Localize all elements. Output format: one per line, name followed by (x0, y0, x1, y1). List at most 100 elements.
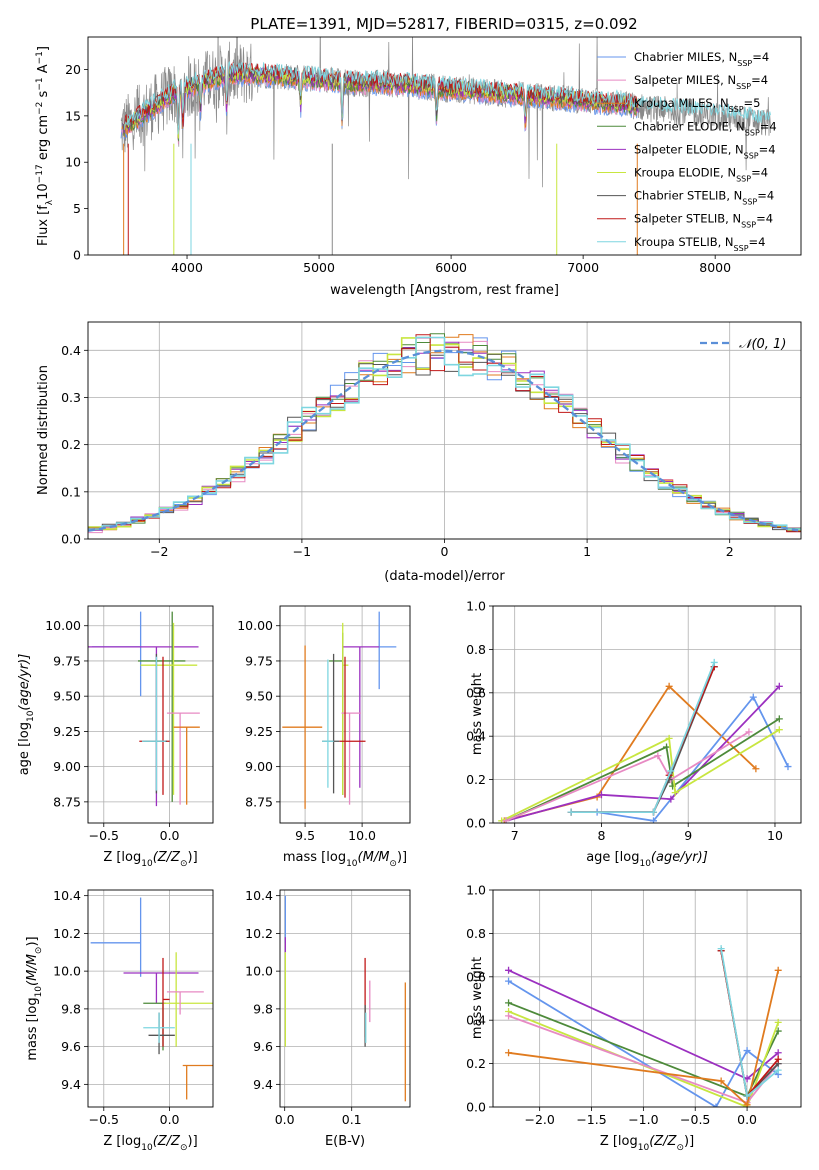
legend-sub: SSP (729, 105, 744, 114)
x-axis-label: wavelength [Angstrom, rest frame] (330, 283, 559, 298)
y-axis-label: mass weight (470, 673, 485, 755)
x-axis-label-part: 10 (639, 859, 651, 869)
weight-point-marker (775, 726, 783, 734)
legend-sub: SSP (742, 197, 757, 206)
x-axis-label: Z [log10(Z/Z⊙)] (103, 850, 197, 869)
x-axis-label-part: (M/M (358, 850, 390, 865)
y-tick-label: 9.6 (253, 1039, 273, 1054)
axes-frame (279, 889, 411, 1108)
x-tick-label: 8000 (699, 260, 731, 275)
legend-entry: Salpeter ELODIE, NSSP=4 (634, 142, 776, 160)
y-axis-label-part: −1 (35, 77, 45, 90)
x-tick-label: 0.0 (275, 1112, 295, 1127)
x-tick-label: 0 (441, 544, 449, 559)
y-tick-label: 0.0 (466, 1100, 486, 1115)
weight-point-marker (667, 795, 675, 803)
x-axis-label-part: ⊙ (676, 1143, 684, 1153)
y-axis-label-part: erg cm (36, 115, 51, 164)
weight-series-line (571, 662, 716, 813)
legend-tail: =4 (756, 212, 773, 226)
x-axis-label-part: ⊙ (180, 1143, 188, 1153)
axes-mass-vs-Z: −0.5 0.09.49.69.810.010.210.4Z [log10(Z/Z… (25, 888, 214, 1153)
y-tick-label: 10.4 (53, 888, 81, 903)
plot-area-weight-vs-Z (505, 945, 782, 1107)
weight-series-line (508, 1010, 780, 1107)
x-tick-label: −1.5 (576, 1112, 606, 1127)
x-axis-label-part: (Z/Z (153, 850, 181, 865)
axes-residuals: −2 −1 0 1 2 0.0 0.1 0.2 0.3 0.4 (data-model)/error… (36, 321, 802, 584)
x-axis-label-part: )] (188, 850, 198, 865)
model-spectrum-line (123, 61, 639, 129)
y-tick-label: 0.2 (466, 772, 486, 787)
weight-point-marker (774, 1049, 782, 1057)
x-axis-label-part: Z [log (103, 1134, 141, 1149)
weight-series-line (505, 685, 780, 822)
y-axis-label-part: mass [log (25, 997, 40, 1060)
legend-sub: SSP (734, 243, 749, 252)
legend-entry: Chabrier MILES, NSSP=4 (634, 50, 769, 68)
x-tick-label: 8 (597, 828, 605, 843)
plot-area-spectrum (120, 37, 771, 255)
x-tick-label: 10.0 (348, 828, 376, 843)
legend-tail: =4 (751, 73, 768, 87)
weight-series-line (505, 718, 780, 822)
x-tick-label: 2 (726, 544, 734, 559)
figure-title: PLATE=1391, MJD=52817, FIBERID=0315, z=0… (250, 15, 637, 33)
axes-frame (87, 36, 802, 256)
y-tick-label: 10.0 (245, 964, 273, 979)
legend-entry: Salpeter MILES, NSSP=4 (634, 73, 768, 91)
x-tick-label: 7000 (567, 260, 599, 275)
y-tick-label: 9.75 (53, 653, 81, 668)
weight-point-marker (775, 682, 783, 690)
y-tick-label: 10.0 (53, 964, 81, 979)
y-tick-label: 0.1 (61, 484, 81, 499)
y-tick-label: 1.0 (466, 883, 486, 898)
plot-area-weight-vs-age (498, 658, 792, 823)
y-axis-label-part: Flux [f (36, 205, 51, 246)
axes-spectrum: 4000 5000 6000 7000 8000 0 5 10 15 20 wavelength [… (35, 36, 802, 298)
legend-text: Kroupa ELODIE, N (634, 166, 736, 180)
y-tick-label: 9.50 (245, 689, 273, 704)
x-axis-label: (data-model)/error (384, 569, 505, 584)
x-axis-label: Z [log10(Z/Z⊙)] (103, 1134, 197, 1153)
legend-text: Salpeter MILES, N (634, 73, 736, 87)
axes-weight-vs-Z: −2.0 −1.5 −1.0 −0.5 0.0 0.0 0.2 0.4 0.6 0.8 1.0 Z [… (466, 883, 802, 1153)
weight-point-marker (671, 789, 679, 797)
y-tick-label: 9.8 (61, 1001, 81, 1016)
weight-point-marker (505, 966, 513, 974)
y-axis-label: mass weight (470, 957, 485, 1039)
legend-text: Kroupa STELIB, N (634, 235, 734, 249)
y-tick-label: 10.00 (45, 618, 81, 633)
x-axis-label-part: )] (397, 850, 407, 865)
plot-area-mass-vs-EBV (284, 895, 406, 1102)
y-tick-label: 20 (65, 62, 81, 77)
x-tick-label: 4000 (171, 260, 203, 275)
y-tick-label: 8.75 (245, 794, 273, 809)
legend-entry: Kroupa STELIB, NSSP=4 (634, 235, 765, 253)
weight-point-marker (505, 977, 513, 985)
legend-sub: SSP (736, 174, 751, 183)
weight-point-marker (784, 763, 792, 771)
y-tick-label: 1.0 (466, 599, 486, 614)
weight-point-marker (743, 1092, 751, 1100)
weight-point-marker (774, 966, 782, 974)
legend-sub: SSP (741, 220, 756, 229)
x-axis-label-part: Z [log (600, 1134, 638, 1149)
y-tick-label: 9.25 (245, 724, 273, 739)
weight-point-marker (567, 808, 575, 816)
model-spectrum-line (122, 67, 639, 134)
weight-point-marker (775, 715, 783, 723)
x-tick-label: −0.5 (89, 1112, 119, 1127)
weight-point-marker (752, 765, 760, 773)
weight-point-marker (743, 1047, 751, 1055)
plot-area-age-vs-mass (282, 611, 397, 809)
y-axis-label-part: 10 (36, 183, 51, 200)
weight-point-marker (774, 1066, 782, 1074)
y-tick-label: 0.4 (466, 729, 486, 744)
weight-point-marker (654, 752, 662, 760)
weight-point-marker (774, 1055, 782, 1063)
x-axis-label-part: 10 (638, 1143, 650, 1153)
x-tick-label: −2 (150, 544, 168, 559)
x-tick-label: 10 (767, 828, 783, 843)
